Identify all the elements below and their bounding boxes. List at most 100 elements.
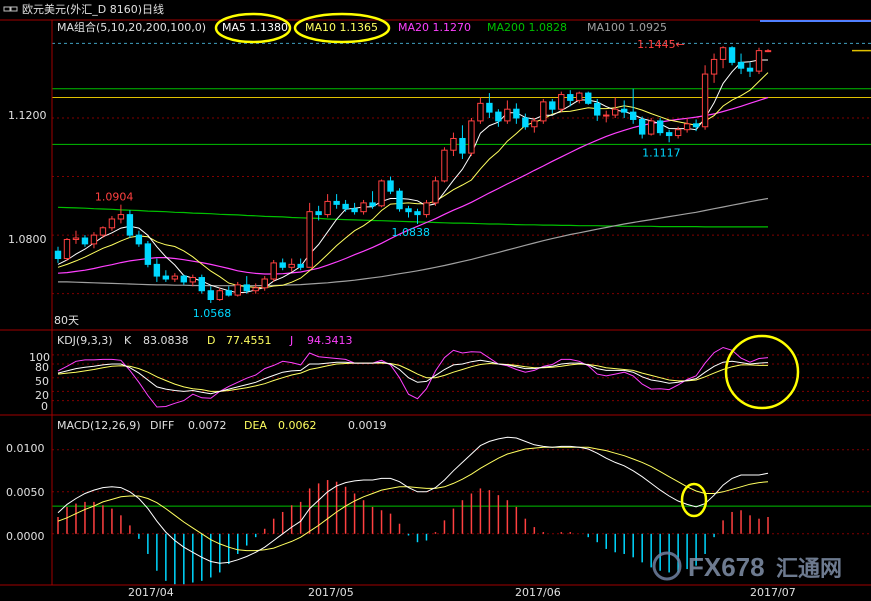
candle [405, 205, 412, 218]
candle [638, 116, 646, 139]
candle [153, 258, 161, 282]
price-annotation: 1.1445← [637, 38, 685, 51]
candle [710, 53, 718, 83]
candle-body-down [567, 94, 574, 101]
x-tick-3: 2017/06 [515, 586, 561, 599]
macd-dea-value: 0.0062 [278, 419, 317, 432]
candle-body-down [387, 180, 394, 192]
candle [63, 238, 71, 261]
macd-dea-label: DEA [244, 419, 267, 432]
candle-body-down [513, 108, 520, 119]
candle [108, 216, 116, 231]
candle-body-down [495, 111, 502, 122]
candle-body-down [621, 108, 628, 113]
candle-body-down [746, 67, 754, 72]
candle [540, 98, 547, 124]
y-tick-price-1: 1.1200 [8, 109, 47, 122]
title-bar: 欧元美元(外汇_D 8160)日线 [3, 2, 164, 16]
kdj-tick-0: 0 [41, 400, 48, 413]
candle-body-up [612, 108, 619, 116]
candle [674, 126, 682, 139]
kdj-panel [52, 346, 871, 408]
kdj-title: KDJ(9,3,3) [57, 334, 113, 347]
candle-body-down [198, 277, 205, 292]
candle-body-up [324, 200, 331, 216]
candle [297, 258, 304, 271]
candle-body-up [378, 180, 385, 207]
candle [234, 281, 241, 297]
candle-body-down [459, 137, 466, 154]
candle-body-up [171, 275, 179, 280]
candle [701, 65, 709, 130]
candle-body-up [216, 290, 223, 301]
ma100-line [58, 197, 769, 287]
candle-body-up [306, 211, 313, 268]
candle-body-up [108, 218, 116, 229]
candle-body-up [72, 237, 80, 240]
macd-panel [52, 436, 871, 585]
kdj-tick-50: 50 [35, 375, 49, 388]
candle [333, 194, 340, 209]
macd-tick-2: 0.0050 [6, 486, 45, 499]
candle-body-down [153, 263, 161, 277]
candle-body-up [360, 202, 367, 213]
candle [315, 205, 322, 221]
candle-body-down [243, 284, 250, 292]
kdj-k-line [57, 359, 769, 395]
candle-body-up [288, 263, 295, 268]
candle-body-down [135, 234, 143, 245]
candle-body-up [755, 50, 763, 72]
ma-legend-title: MA组合(5,10,20,200,100,0) [57, 20, 206, 34]
candle [72, 230, 80, 244]
candle [99, 226, 107, 239]
candle-body-down [333, 200, 340, 205]
candle [728, 46, 736, 66]
candle [342, 199, 349, 212]
y-tick-price-2: 1.0800 [8, 233, 47, 246]
price-annotation: 1.0838 [391, 226, 430, 239]
candle [683, 117, 691, 133]
highlight-ma5 [214, 12, 292, 44]
candle-body-down [225, 290, 232, 296]
macd-value: 0.0019 [348, 419, 387, 432]
candle-body-up [603, 114, 610, 117]
candle-body-down [207, 290, 214, 301]
candle-body-up [558, 94, 565, 110]
candle [189, 274, 197, 287]
candle-body-down [144, 243, 152, 265]
candle [351, 202, 358, 215]
candle [270, 259, 277, 282]
kdj-legend: KDJ(9,3,3) K 83.0838 D 77.4551 J 94.3413 [57, 334, 353, 347]
candle-body-down [585, 92, 592, 104]
candle-body-down [351, 208, 358, 213]
candle [54, 246, 62, 263]
candle [396, 188, 403, 212]
candle [647, 117, 655, 136]
candle [692, 119, 700, 132]
candle-body-down [126, 214, 134, 236]
candle [81, 235, 89, 247]
candle [126, 210, 134, 239]
ma-legend: MA组合(5,10,20,200,100,0) MA5 1.1380 MA10 … [57, 20, 667, 34]
candle-body-down [549, 101, 556, 110]
window-icon-2 [10, 6, 18, 12]
candle-body-up [764, 50, 772, 53]
candle [531, 117, 538, 133]
candle [737, 53, 745, 75]
price-annotation: 1.0568 [193, 307, 232, 320]
watermark: FX678 汇通网 [652, 551, 842, 582]
candle-body-down [54, 250, 62, 260]
candle-body-down [315, 211, 322, 216]
candle [360, 199, 367, 215]
candle-body-down [656, 120, 664, 134]
candle-body-up [450, 137, 457, 151]
macd-tick-1: 0.0100 [6, 442, 45, 455]
macd-diff-label: DIFF [150, 419, 174, 432]
candle [656, 117, 664, 136]
candle-body-down [279, 262, 286, 268]
candle [117, 204, 125, 224]
candle-body-down [638, 118, 646, 135]
ma10-legend: MA10 1.1365 [305, 21, 378, 34]
candle-body-up [576, 92, 583, 101]
